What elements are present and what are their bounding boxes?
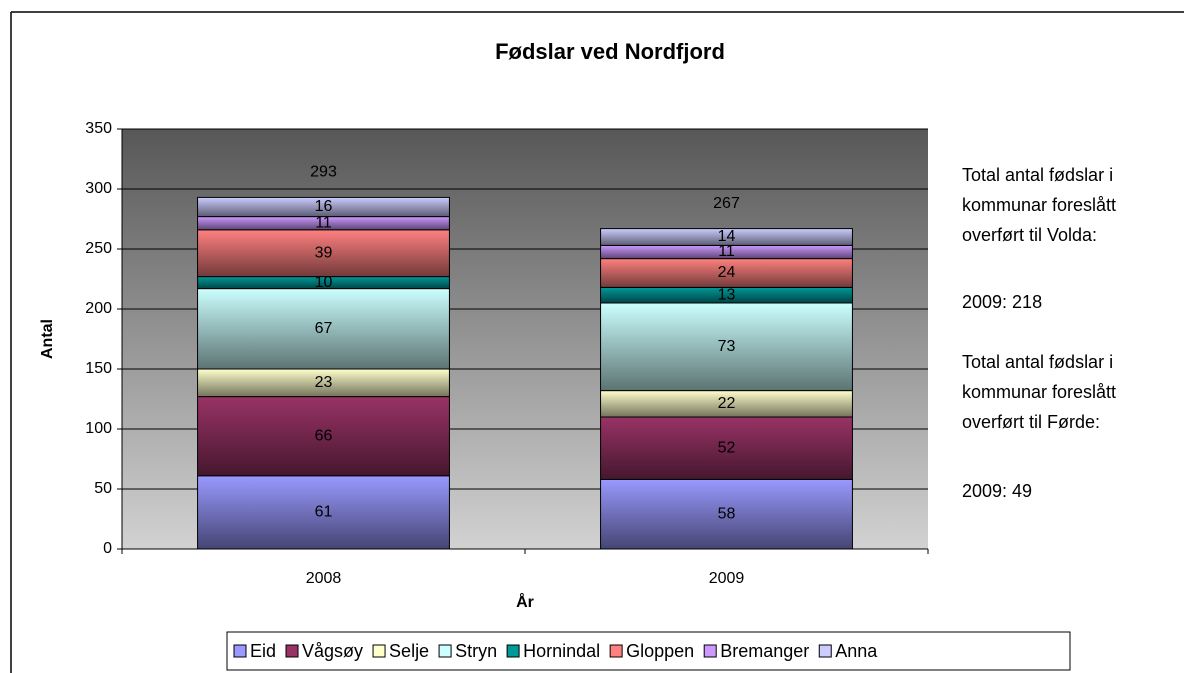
y-tick-label: 250: [85, 240, 112, 257]
legend-swatch: [609, 644, 623, 658]
y-tick-label: 350: [85, 120, 112, 137]
legend-label: Vågsøy: [302, 641, 363, 661]
y-tick-label: 50: [94, 480, 112, 497]
data-label: 22: [718, 395, 736, 412]
legend-swatch: [285, 644, 299, 658]
x-tick-label: 2009: [709, 570, 745, 587]
x-axis-label: År: [516, 592, 534, 611]
legend-swatch: [233, 644, 247, 658]
bar-segment: [197, 396, 450, 477]
total-label: 293: [310, 164, 337, 181]
legend-label: Hornindal: [523, 641, 600, 661]
data-label: 11: [315, 214, 332, 231]
bar-segment: [600, 228, 853, 246]
legend-swatch: [372, 644, 386, 658]
data-label: 16: [315, 198, 333, 215]
bar-segment: [197, 475, 450, 550]
legend-swatch: [438, 644, 452, 658]
total-label: 267: [713, 195, 740, 212]
data-label: 13: [718, 286, 736, 303]
bar-segment: [600, 258, 853, 288]
bar-segment: [600, 416, 853, 480]
y-tick-label: 0: [103, 540, 112, 557]
legend-label: Anna: [835, 641, 878, 661]
legend-swatch: [506, 644, 520, 658]
data-label: 66: [315, 427, 333, 444]
legend-label: Stryn: [455, 641, 497, 661]
legend-box: [226, 631, 1071, 671]
data-label: 23: [315, 374, 333, 391]
data-label: 11: [718, 243, 735, 260]
bar-segment: [197, 196, 450, 218]
annotation: Total antal fødslar i kommunar foreslått…: [962, 352, 1117, 432]
annotation: 2009: 218: [962, 292, 1043, 312]
legend-label: Gloppen: [626, 641, 694, 661]
legend-label: Eid: [250, 641, 276, 661]
data-label: 10: [315, 274, 333, 291]
y-tick-label: 150: [85, 360, 112, 377]
chart-title: Fødslar ved Nordfjord: [495, 39, 725, 64]
data-label: 39: [315, 244, 333, 261]
legend-swatch: [818, 644, 832, 658]
data-label: 58: [718, 505, 736, 522]
bar-segment: [197, 288, 450, 370]
bar-segment: [197, 368, 450, 398]
legend-label: Bremanger: [720, 641, 809, 661]
y-tick-label: 300: [85, 180, 112, 197]
legend-label: Selje: [389, 641, 429, 661]
annotation: Total antal fødslar i kommunar foreslått…: [962, 165, 1117, 245]
legend: Eid Vågsøy Selje Stryn Hornindal Gloppen Brema…: [233, 641, 878, 661]
data-label: 61: [315, 504, 333, 521]
legend-swatch: [703, 644, 717, 658]
y-axis-label: Antal: [39, 319, 56, 359]
x-tick-label: 2008: [306, 570, 342, 587]
annotation: 2009: 49: [962, 481, 1033, 501]
data-label: 14: [718, 228, 736, 245]
data-label: 52: [718, 439, 736, 456]
data-label: 67: [315, 320, 333, 337]
y-tick-label: 200: [85, 300, 112, 317]
data-label: 24: [718, 264, 736, 281]
data-label: 73: [718, 338, 736, 355]
y-tick-label: 100: [85, 420, 112, 437]
bar-segment: [600, 302, 853, 392]
